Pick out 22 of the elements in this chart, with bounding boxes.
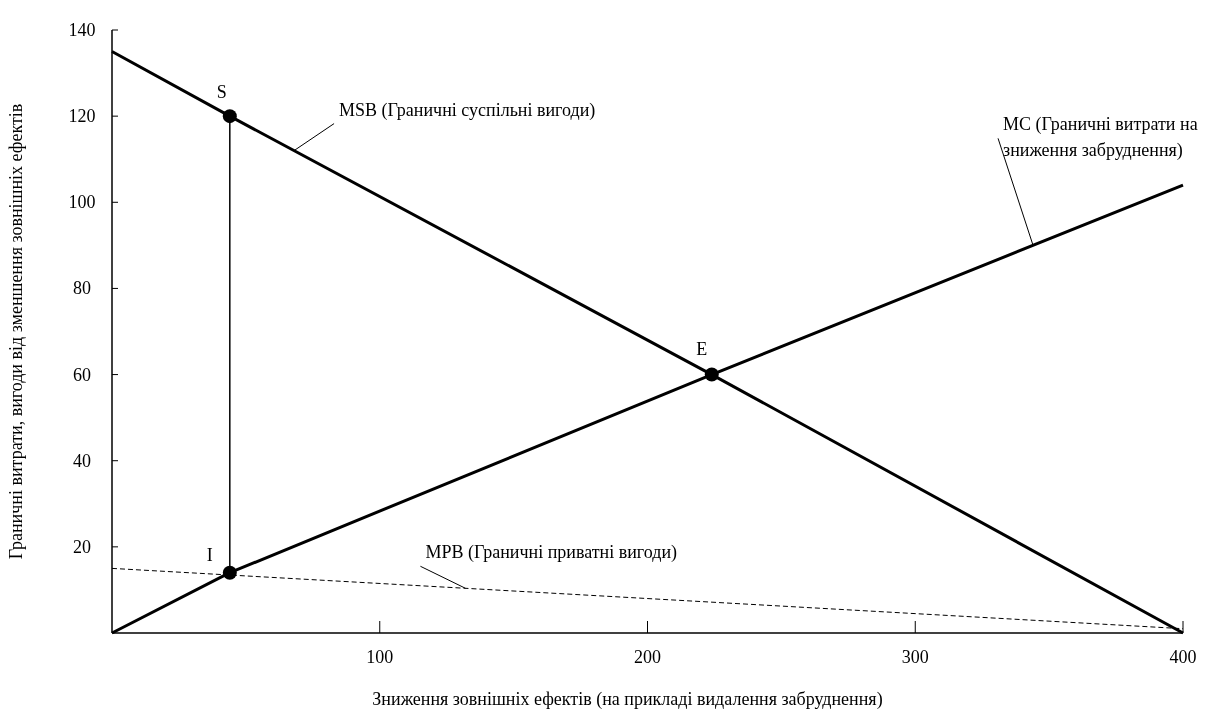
- x-tick-label: 400: [1169, 647, 1197, 667]
- point: [222, 109, 237, 124]
- y-tick-label: 140: [68, 20, 96, 40]
- point: [222, 565, 237, 580]
- y-tick-label: 60: [73, 364, 91, 385]
- y-tick-label: 40: [73, 450, 91, 471]
- series-label: MC (Граничні витрати на зниження забруднення): [1003, 114, 1198, 162]
- y-tick-label: 120: [68, 106, 96, 127]
- annotation: E: [696, 338, 708, 359]
- y-axis-title: Граничні витрати, вигоди від зменшення зовнішніх ефектів: [6, 103, 26, 560]
- x-axis-title: Зниження зовнішніх ефектів (на прикладі видалення забруднення): [372, 689, 883, 710]
- x-tick-label: 300: [901, 647, 929, 667]
- annotation: I: [206, 544, 213, 565]
- y-tick-label: 100: [68, 192, 96, 213]
- text: MSB (Граничні суспільні вигоди): [339, 99, 596, 121]
- series-label: MPB (Граничні приватні вигоди): [425, 542, 678, 564]
- point: [704, 367, 719, 382]
- y-tick-label: 20: [73, 536, 91, 557]
- x-tick-label: 200: [634, 647, 661, 667]
- annotation: S: [216, 82, 227, 103]
- x-tick-label: 100: [366, 647, 394, 667]
- y-tick-label: 80: [73, 278, 91, 299]
